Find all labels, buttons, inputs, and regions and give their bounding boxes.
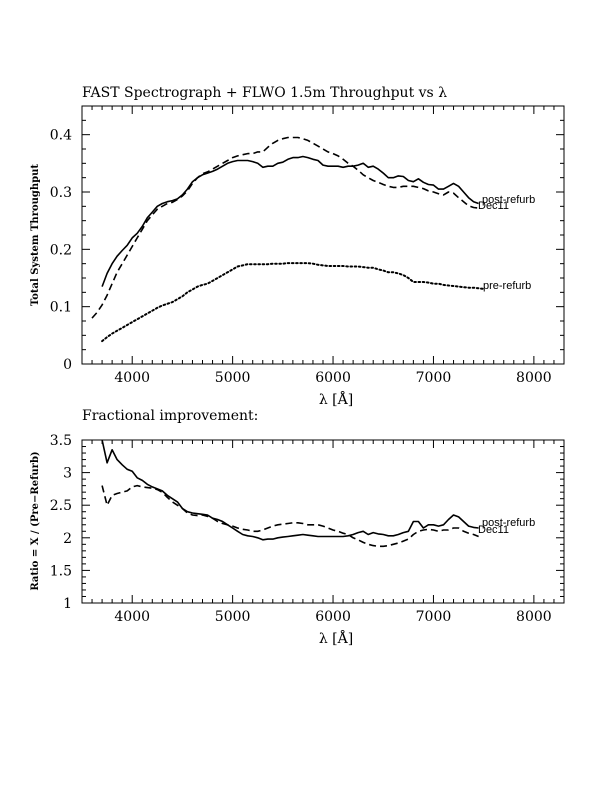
throughput-series-lines: [91, 136, 485, 343]
throughput-panel: FAST Spectrograph + FLWO 1.5m Throughput…: [30, 85, 565, 408]
y-tick-label: 0: [63, 357, 72, 373]
legend-label-pre-refurb: pre-refurb: [483, 280, 531, 292]
x-tick-label: 4000: [114, 609, 150, 625]
ratio-axis-ticks: [81, 439, 565, 604]
y-tick-label: 3: [63, 466, 72, 482]
x-tick-label: 6000: [315, 609, 351, 625]
x-tick-label: 4000: [114, 370, 150, 386]
series-line-dec11: [101, 484, 479, 548]
y-tick-label: 1: [63, 596, 72, 612]
y-tick-label: 3.5: [50, 433, 72, 449]
series-line-pre-refurb: [101, 262, 485, 343]
y-tick-label: 0.4: [50, 128, 72, 144]
throughput-y-axis-label: Total System Throughput: [30, 164, 41, 306]
legend-label-dec11: Dec11: [478, 200, 509, 212]
x-tick-label: 7000: [416, 370, 452, 386]
y-tick-label: 0.1: [50, 300, 72, 316]
y-tick-label: 1.5: [50, 563, 72, 579]
ratio-series-lines: [101, 440, 479, 548]
y-tick-label: 2.5: [50, 498, 72, 514]
ratio-chart-title: Fractional improvement:: [82, 408, 258, 424]
ratio-panel: Fractional improvement: 4000 5000 6000 7000…: [30, 408, 565, 647]
series-line-dec11: [91, 136, 479, 319]
x-tick-label: 6000: [315, 370, 351, 386]
throughput-plot-frame: [81, 105, 565, 365]
x-tick-label: 7000: [416, 609, 452, 625]
ratio-legend-label-dec11: Dec11: [478, 524, 509, 536]
y-tick-label: 0.3: [50, 185, 72, 201]
throughput-tick-labels: 4000 5000 6000 7000 8000 0 0.1 0.2 0.3 0.4: [50, 128, 552, 386]
x-tick-label: 5000: [215, 370, 251, 386]
series-line-post-refurb: [101, 155, 479, 287]
y-tick-label: 0.2: [50, 242, 72, 258]
throughput-axis-ticks: [81, 105, 565, 365]
ratio-x-axis-label: λ [Å]: [319, 629, 353, 647]
legend-label-post-refurb: post-refurb: [482, 194, 535, 206]
x-tick-label: 5000: [215, 609, 251, 625]
ratio-y-axis-label: Ratio = X / (Pre−Refurb): [30, 451, 41, 590]
throughput-x-axis-label: λ [Å]: [319, 390, 353, 408]
x-tick-label: 8000: [516, 370, 552, 386]
y-tick-label: 2: [63, 531, 72, 547]
throughput-chart-title: FAST Spectrograph + FLWO 1.5m Throughput…: [82, 85, 447, 101]
x-tick-label: 8000: [516, 609, 552, 625]
ratio-tick-labels: 4000 5000 6000 7000 8000 1 1.5 2 2.5 3 3.5: [50, 433, 552, 625]
ratio-legend-label-post-refurb: post-refurb: [482, 517, 535, 529]
series-line-post-refurb: [101, 440, 479, 541]
